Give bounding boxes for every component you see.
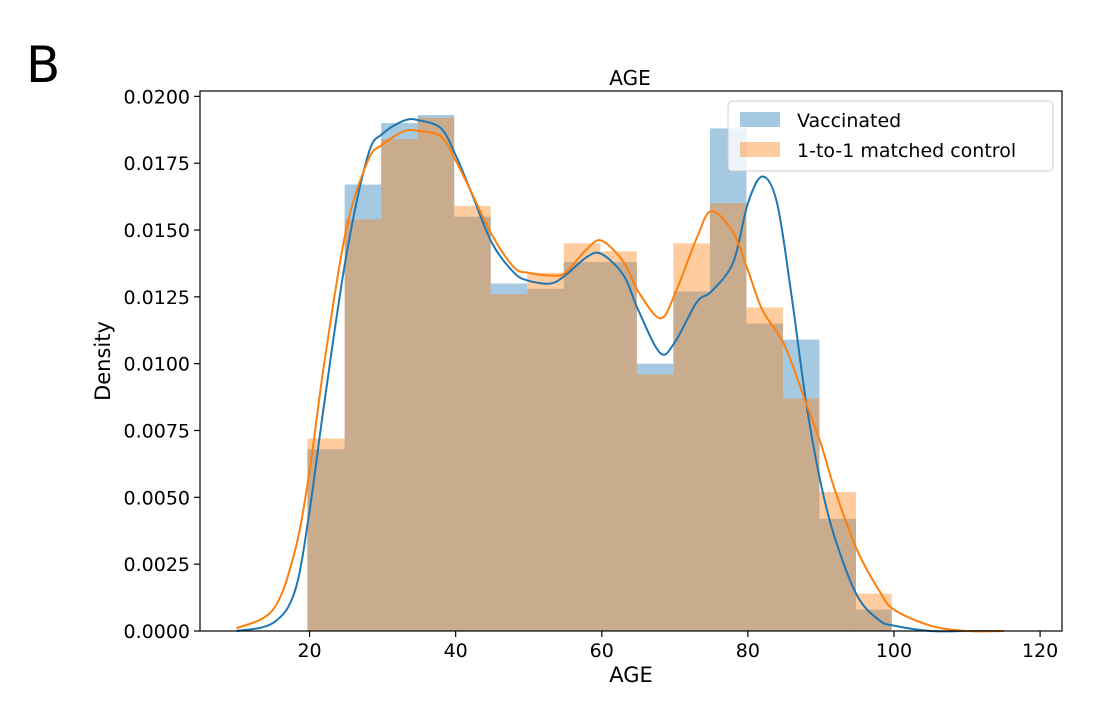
legend-box	[727, 100, 1054, 172]
hist-bar-matched-control	[381, 139, 418, 631]
hist-bar-vaccinated	[381, 123, 418, 631]
y-tick-label: 0.0075	[124, 421, 190, 443]
legend-label: Vaccinated	[797, 110, 901, 132]
y-tick-label: 0.0125	[124, 287, 190, 309]
hist-bar-vaccinated	[819, 518, 856, 631]
x-tick-label: 60	[590, 640, 614, 662]
hist-bar-matched-control	[819, 491, 856, 631]
kde-curves	[236, 118, 1004, 633]
hist-bar-matched-control	[490, 294, 528, 631]
kde-line-matched-control	[236, 128, 1004, 633]
hist-bar-matched-control	[527, 272, 564, 631]
hist-bar-matched-control	[855, 593, 892, 631]
hist-bar-vaccinated	[417, 115, 455, 632]
x-tick-label: 120	[1022, 640, 1058, 662]
hist-bar-vaccinated	[490, 283, 528, 631]
hist-bar-matched-control	[746, 307, 783, 631]
y-tick-label: 0.0175	[124, 153, 190, 175]
hist-bar-vaccinated	[454, 216, 491, 632]
hist-bar-matched-control	[454, 205, 491, 631]
legend-swatch	[740, 112, 780, 127]
x-tick-label: 80	[736, 640, 760, 662]
x-axis-label: AGE	[609, 663, 653, 687]
hist-bar-matched-control	[417, 117, 455, 632]
y-axis-label: Density	[91, 321, 115, 401]
legend-label: 1-to-1 matched control	[797, 140, 1016, 162]
x-axis: 20 40 60 80 100 120	[297, 631, 1058, 662]
hist-bar-matched-control	[636, 374, 674, 631]
y-tick-label: 0.0000	[124, 621, 190, 643]
y-tick-label: 0.0050	[124, 487, 190, 509]
x-tick-label: 100	[876, 640, 912, 662]
hist-bar-vaccinated	[855, 609, 892, 631]
hist-bar-vaccinated	[746, 323, 783, 631]
legend: Vaccinated 1-to-1 matched control	[727, 100, 1054, 172]
y-tick-label: 0.0025	[124, 554, 190, 576]
hist-bar-matched-control	[307, 438, 345, 631]
hist-bar-vaccinated	[673, 291, 710, 631]
kde-line-vaccinated	[236, 118, 1004, 633]
panel-label: B	[26, 36, 61, 94]
hist-bar-matched-control	[673, 243, 710, 632]
hist-bar-vaccinated	[600, 262, 637, 631]
y-tick-label: 0.0100	[124, 354, 190, 376]
x-tick-label: 40	[444, 640, 468, 662]
plot-frame	[199, 90, 1063, 632]
histogram-bars	[307, 115, 892, 632]
hist-bar-vaccinated	[636, 363, 674, 631]
hist-bar-matched-control	[563, 243, 601, 632]
y-tick-label: 0.0200	[124, 86, 190, 108]
hist-bar-matched-control	[600, 251, 637, 631]
hist-bar-vaccinated	[344, 184, 382, 631]
chart-title: AGE	[609, 66, 650, 90]
y-tick-label: 0.0150	[124, 220, 190, 242]
legend-swatch	[740, 142, 780, 157]
y-axis: 0.0000 0.0025 0.0050 0.0075 0.0100 0.0125 0.01…	[124, 86, 200, 643]
hist-bar-matched-control	[344, 219, 382, 631]
hist-bar-vaccinated	[527, 288, 564, 631]
hist-bar-matched-control	[709, 203, 747, 631]
hist-bar-vaccinated	[563, 262, 601, 631]
x-tick-label: 20	[297, 640, 321, 662]
hist-bar-matched-control	[782, 398, 820, 631]
